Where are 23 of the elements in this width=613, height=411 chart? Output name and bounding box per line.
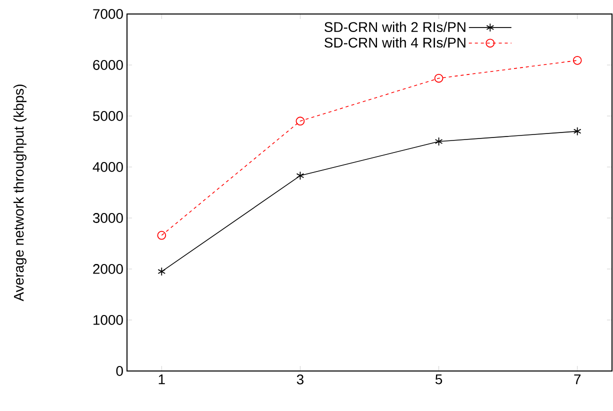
legend-label: SD-CRN with 4 RIs/PN — [324, 37, 466, 48]
point — [434, 74, 444, 83]
x-tick-label: 7 — [574, 374, 581, 384]
point — [434, 137, 443, 146]
point — [296, 116, 305, 126]
y-tick-label: 5000 — [93, 111, 123, 121]
legend-label: SD-CRN with 2 RIs/PN — [324, 22, 466, 32]
point — [572, 56, 582, 65]
y-tick-label: 4000 — [92, 162, 123, 172]
y-tick-label: 1000 — [94, 315, 123, 325]
y-tick-label: 6000 — [93, 60, 123, 70]
y-tick-label: 7000 — [93, 9, 123, 19]
y-tick-label: 3000 — [92, 213, 123, 223]
x-tick-label: 5 — [435, 374, 442, 384]
y-tick-label: 0 — [116, 366, 123, 376]
x-tick-label: 3 — [296, 374, 304, 384]
point — [157, 230, 166, 240]
point — [158, 267, 166, 276]
point — [573, 126, 582, 136]
y-axis-title: Average network throughput (kbps) — [13, 84, 26, 302]
y-tick-label: 2000 — [93, 264, 123, 274]
x-tick-label: 1 — [158, 374, 165, 384]
point — [296, 171, 304, 180]
